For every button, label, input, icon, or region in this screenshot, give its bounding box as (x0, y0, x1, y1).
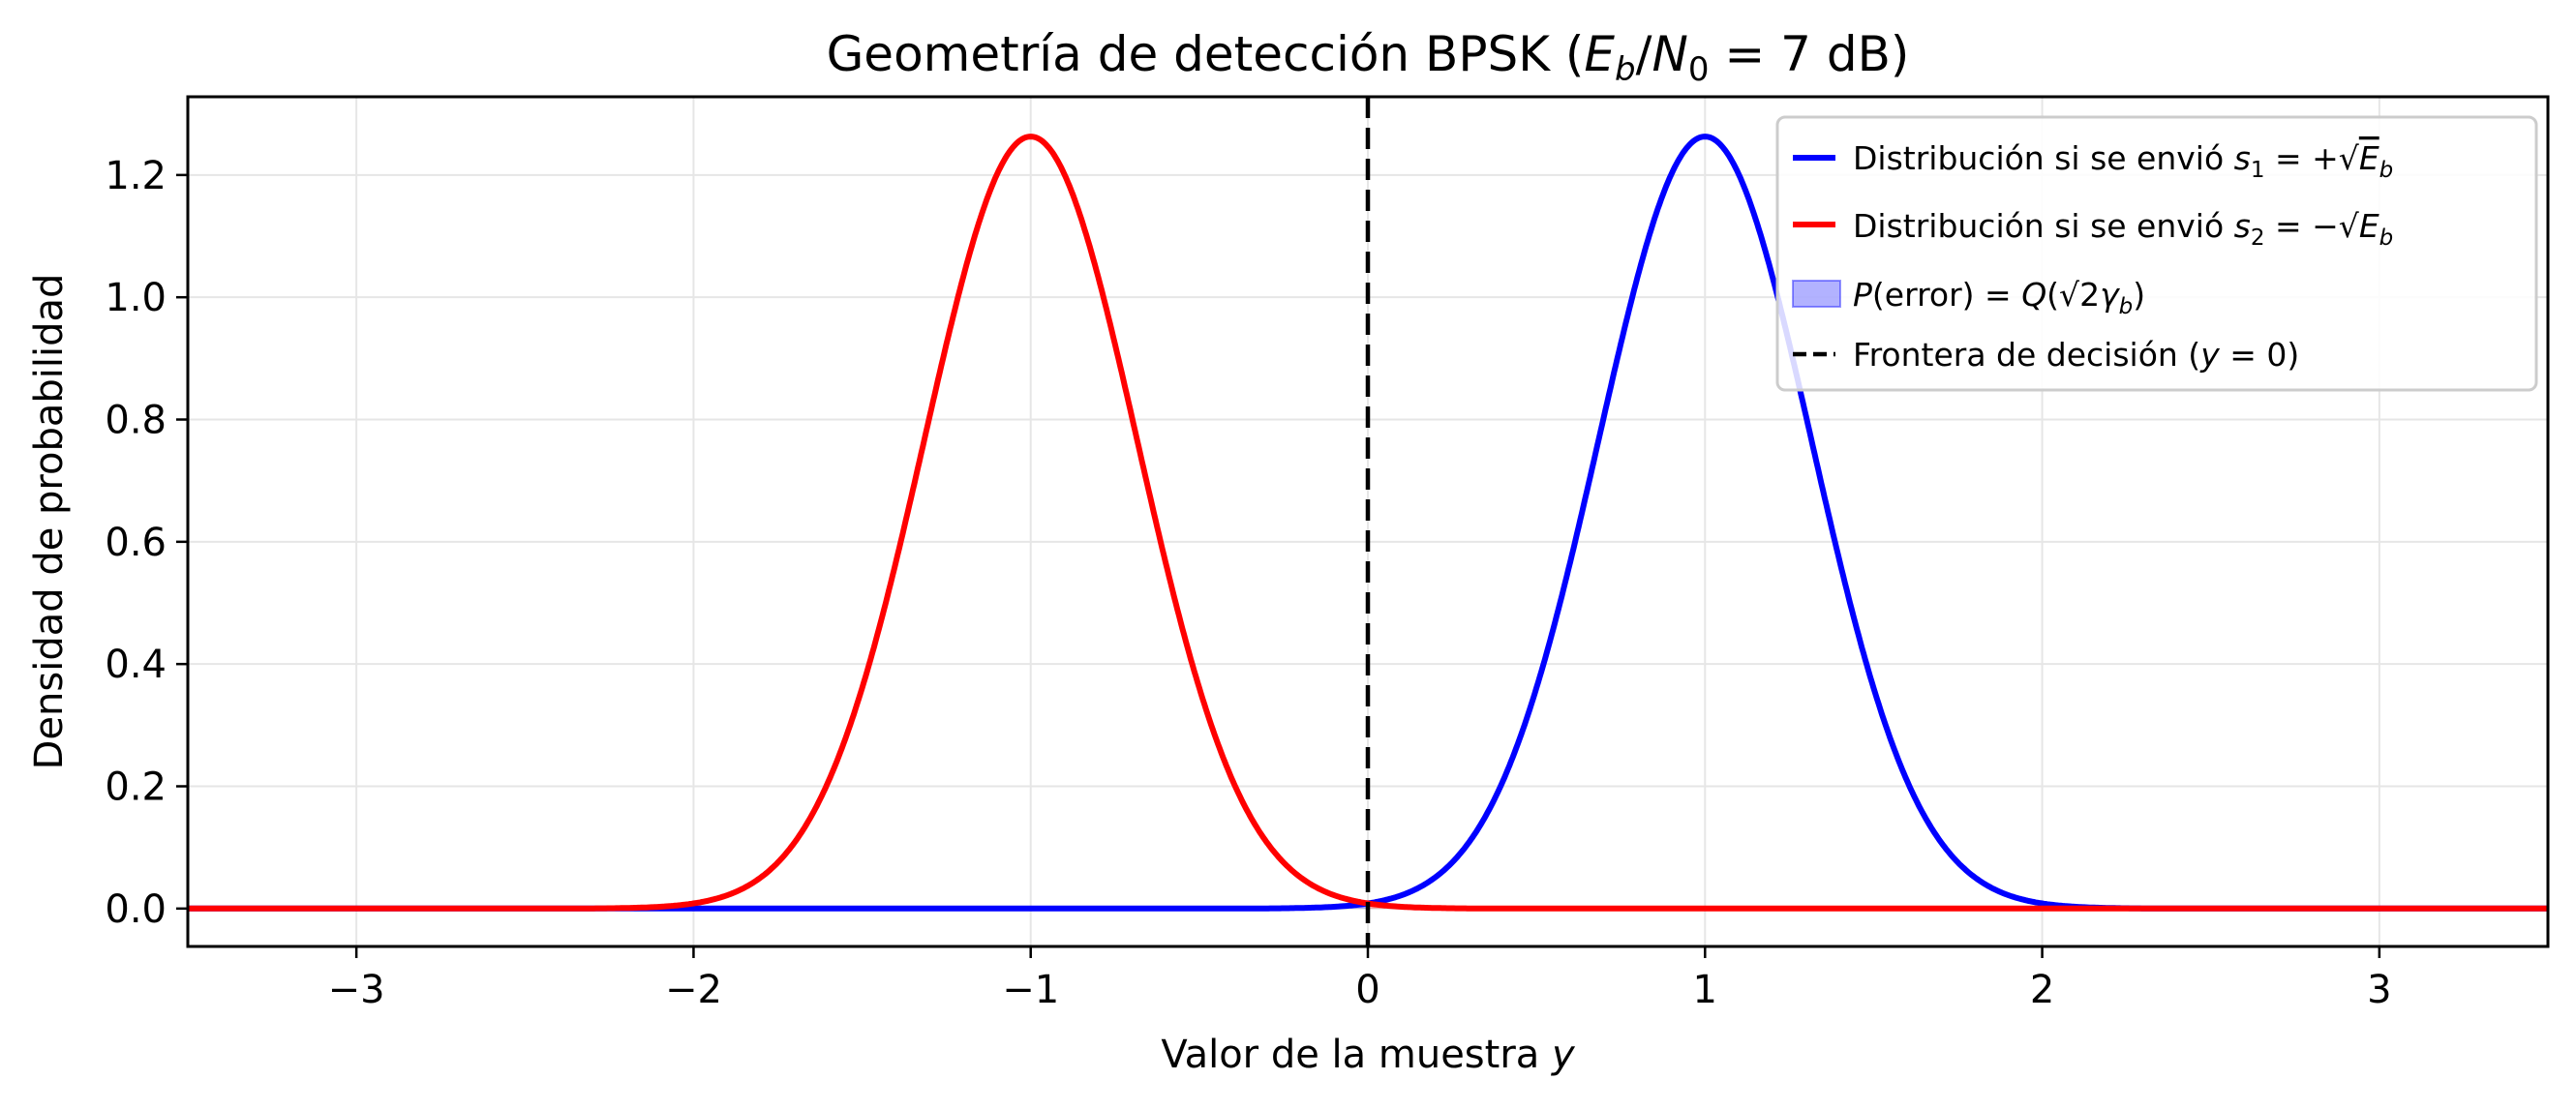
legend-label-s2: Distribución si se envió s2 = −√Eb (1853, 207, 2393, 251)
legend-box (1775, 115, 2538, 392)
y-tick-label: 0.4 (105, 643, 167, 687)
legend-label-s1: Distribución si se envió s1 = +√Eb (1853, 139, 2393, 183)
chart-title: Geometría de detección BPSK (Eb/N0 = 7 d… (827, 26, 1910, 89)
y-tick-label: 0.2 (105, 765, 167, 810)
legend-label-error: P(error) = Q(√2γb) (1853, 276, 2145, 319)
x-tick-label: 1 (1693, 968, 1717, 1012)
y-tick-label: 1.2 (105, 154, 167, 198)
legend-swatch-error (1792, 280, 1841, 308)
x-tick-label: −3 (328, 968, 385, 1012)
x-tick-label: 2 (2030, 968, 2054, 1012)
legend: Distribución si se envió s1 = +√Eb Distr… (1775, 115, 2538, 392)
y-tick-label: 0.6 (105, 521, 167, 565)
x-tick-label: −2 (665, 968, 722, 1012)
y-tick-label: 1.0 (105, 276, 167, 320)
x-tick-label: 3 (2367, 968, 2391, 1012)
x-tick-label: −1 (1002, 968, 1059, 1012)
x-tick-label: 0 (1355, 968, 1379, 1012)
x-axis-label: Valor de la muestra y (1161, 1033, 1576, 1077)
y-tick-label: 0.0 (105, 887, 167, 932)
y-axis-label: Densidad de probabilidad (27, 274, 72, 770)
x-axis-ticks: −3 −2 −1 0 1 2 3 (328, 946, 2392, 1012)
y-tick-label: 0.8 (105, 399, 167, 443)
y-axis-ticks: 0.0 0.2 0.4 0.6 0.8 1.0 1.2 (105, 154, 188, 932)
legend-label-boundary: Frontera de decisión (y = 0) (1853, 336, 2299, 374)
